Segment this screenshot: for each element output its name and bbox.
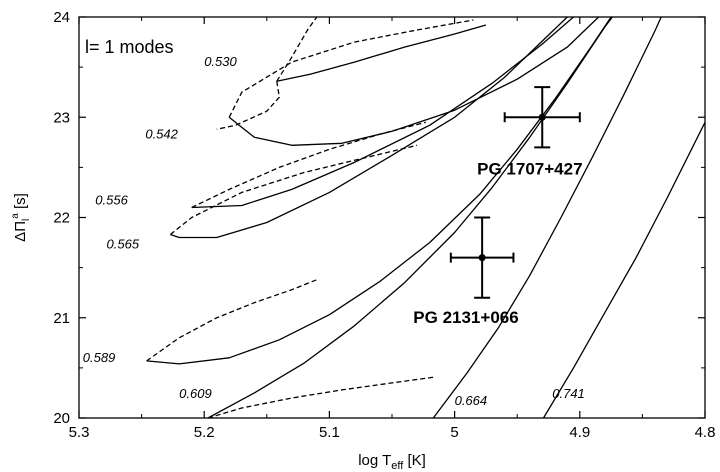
curve-0.542-dashed: [228, 19, 474, 118]
curve-label-0.589: 0.589: [83, 350, 116, 365]
y-axis-label-sub: l: [21, 219, 32, 221]
star-PG 1707+427: PG 1707+427: [477, 86, 583, 178]
curve-label-0.530: 0.530: [204, 54, 237, 69]
curve-0.609-solid: [207, 17, 613, 418]
curve-0.530-dashed: [216, 81, 280, 130]
x-tick-label: 4.8: [695, 424, 716, 441]
star-label: PG 1707+427: [477, 159, 582, 178]
curve-label-0.741: 0.741: [552, 386, 585, 401]
curve-0.741-solid: [542, 122, 705, 418]
ticks-group: 5.3 5.2 5.1 5 4.9 4.8 20 21 22 23 24: [53, 9, 715, 441]
curve-label-0.556: 0.556: [95, 192, 128, 207]
curve-label-0.664: 0.664: [455, 393, 488, 408]
x-tick-label: 5: [450, 424, 458, 441]
curve-0.664-solid: [432, 17, 662, 418]
curve-0.589-solid: [146, 17, 612, 365]
curve-0.556-dashed: [191, 121, 426, 209]
curve-0.542-solid: [228, 17, 600, 146]
curve-0.609-dashed: [207, 376, 436, 418]
plot-frame: [78, 16, 706, 419]
curve-0.530-dashed: [276, 17, 318, 82]
curve-0.530-solid: [276, 24, 487, 82]
y-tick-label: 23: [53, 109, 70, 126]
curve-labels-group: 0.530 0.542 0.556 0.565 0.589 0.609 0.664 0.741: [83, 54, 585, 408]
y-tick-label: 21: [53, 310, 70, 327]
curve-label-0.542: 0.542: [145, 126, 178, 141]
star-point: [478, 254, 486, 262]
y-axis-label-suffix: [s]: [12, 193, 29, 213]
x-axis-label-prefix: log T: [358, 452, 391, 469]
star-label: PG 2131+066: [413, 308, 518, 327]
star-point: [538, 113, 546, 121]
stars-group: PG 1707+427 PG 2131+066: [413, 86, 583, 327]
x-axis-label-subscript: eff: [391, 460, 404, 472]
curve-label-0.565: 0.565: [107, 237, 140, 252]
y-tick-label: 24: [53, 9, 70, 26]
star-PG 2131+066: PG 2131+066: [413, 216, 519, 327]
x-tick-label: 4.9: [569, 424, 590, 441]
curve-label-0.609: 0.609: [179, 386, 212, 401]
curve-0.589-dashed: [146, 279, 318, 362]
y-axis-label-base: ΔΠ: [12, 221, 29, 242]
panel-label: l= 1 modes: [85, 37, 174, 57]
y-axis-label: ΔΠla [s]: [10, 193, 32, 242]
curve-0.556-solid: [191, 17, 574, 209]
x-tick-label: 5.2: [194, 424, 215, 441]
x-tick-label: 5.1: [319, 424, 340, 441]
x-tick-label: 5.3: [69, 424, 90, 441]
y-axis-label-sup: a: [10, 213, 21, 219]
curve-0.565-dashed: [169, 144, 418, 236]
y-tick-label: 22: [53, 210, 70, 227]
y-tick-label: 20: [53, 410, 70, 427]
curve-0.565-solid: [170, 17, 568, 239]
x-axis-label: log Teff [K]: [358, 452, 426, 472]
curves-group: [146, 17, 705, 418]
x-axis-label-suffix: [K]: [403, 452, 426, 469]
